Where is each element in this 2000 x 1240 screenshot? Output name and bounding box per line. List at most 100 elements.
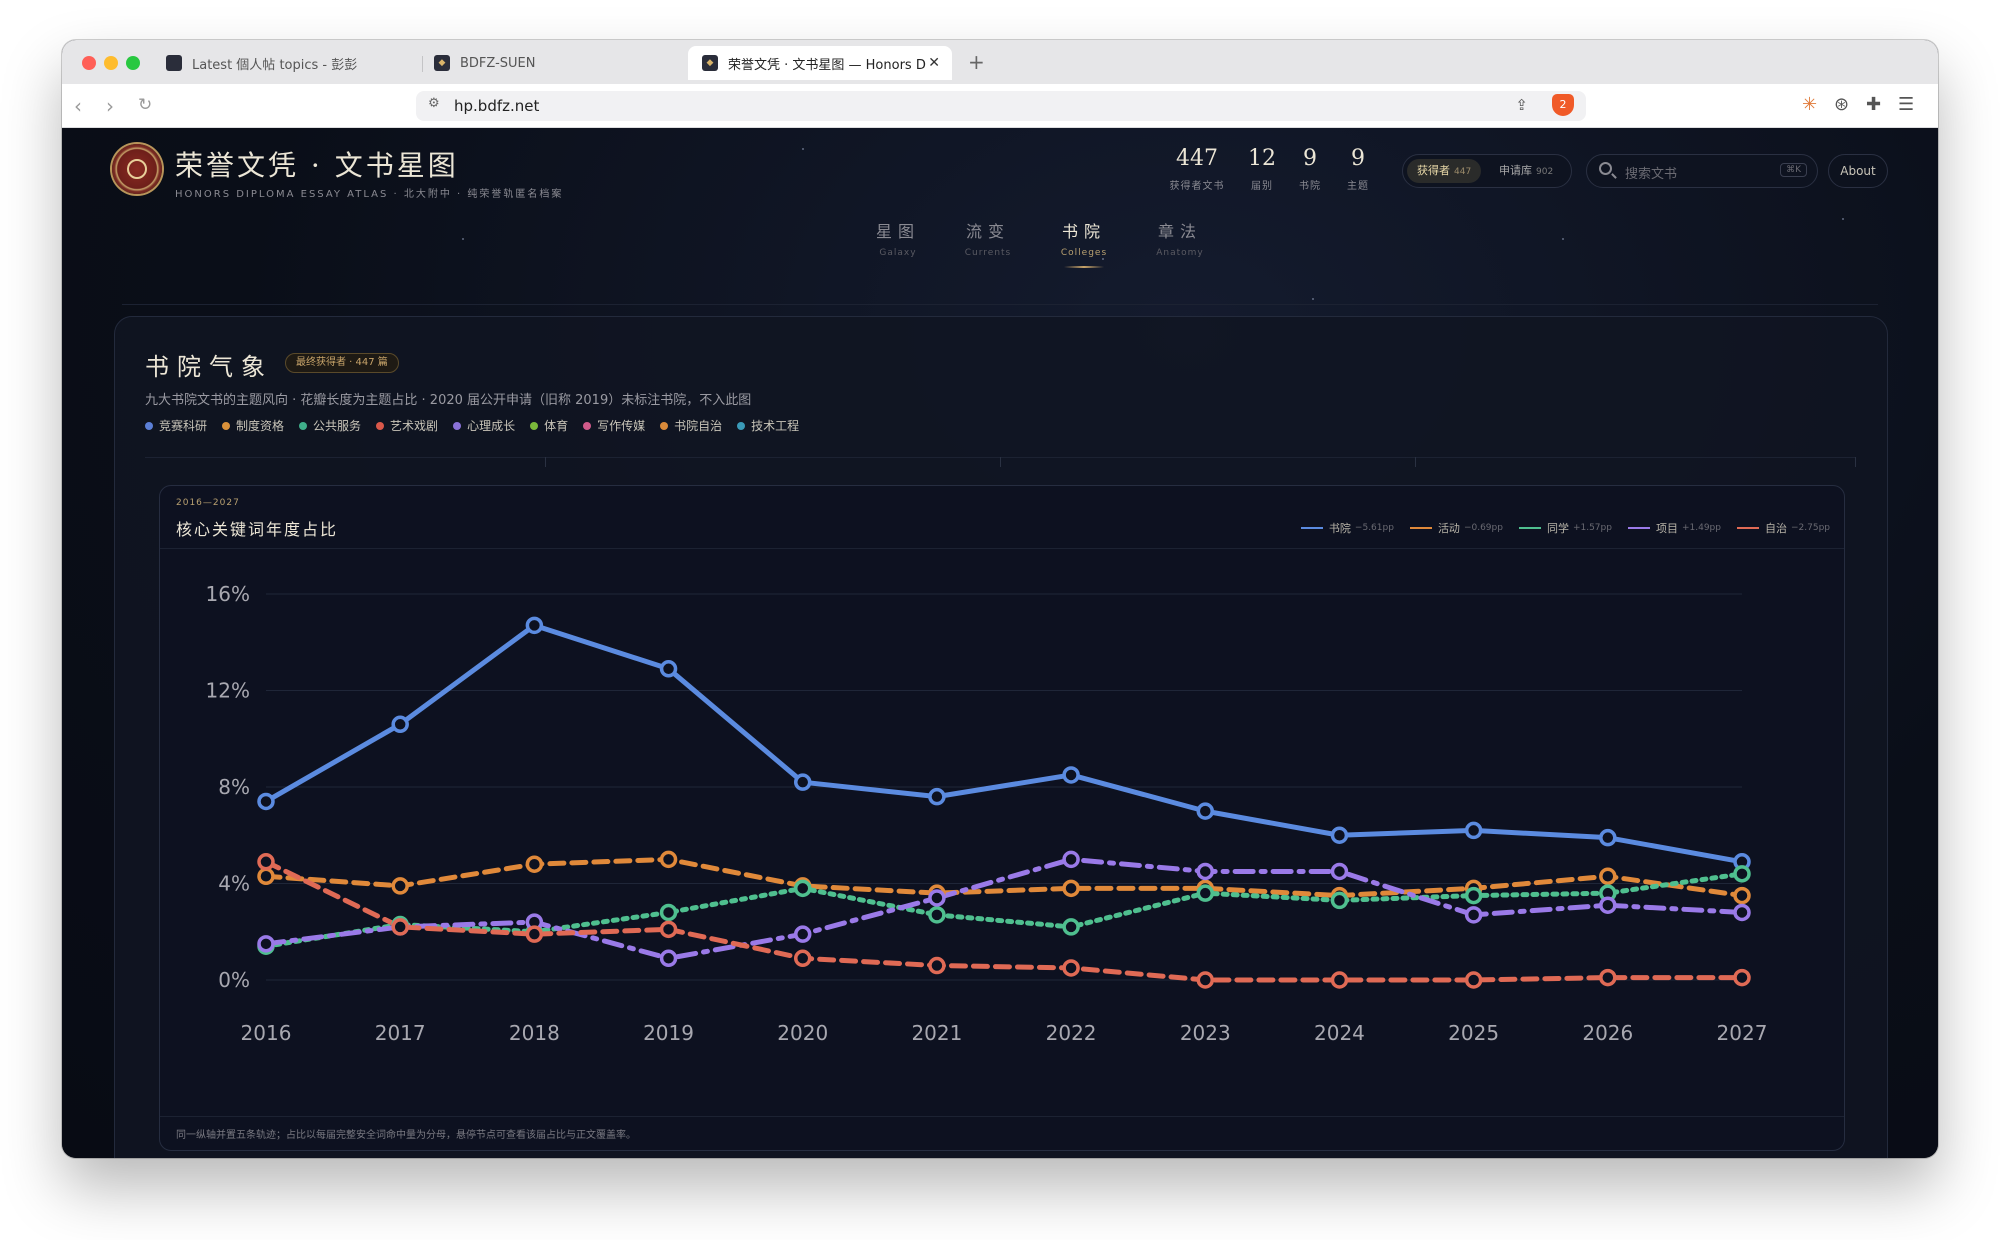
- grid-column-edge: [1415, 457, 1416, 467]
- chart-footer-divider: [160, 1116, 1844, 1117]
- data-point: [928, 906, 946, 924]
- back-icon[interactable]: ‹: [74, 94, 82, 118]
- tab-separator: [422, 56, 423, 72]
- series-name: 活动: [1437, 522, 1460, 535]
- extension-icon[interactable]: ⊛: [1834, 94, 1850, 115]
- category-label: 公共服务: [313, 419, 362, 433]
- x-tick-label: 2017: [375, 1021, 426, 1045]
- chart-footnote: 同一纵轴并置五条轨迹；占比以每届完整安全词命中量为分母，悬停节点可查看该届占比与…: [176, 1130, 636, 1141]
- reload-icon[interactable]: ↻: [138, 95, 153, 115]
- site-subtitle: HONORS DIPLOMA ESSAY ATLAS · 北大附中 · 纯荣誉轨…: [175, 189, 564, 200]
- category-legend-item[interactable]: 体育: [530, 417, 568, 434]
- nav-label: 流变: [965, 222, 1010, 241]
- tab-galaxy[interactable]: 星图 Galaxy: [858, 218, 938, 258]
- data-point: [1196, 802, 1215, 820]
- data-point: [525, 616, 544, 635]
- toggle-label: 申请库: [1499, 164, 1532, 177]
- forward-icon[interactable]: ›: [106, 94, 114, 118]
- leo-icon[interactable]: ✳: [1802, 94, 1818, 115]
- series-legend-item[interactable]: 同学 +1.57pp: [1518, 520, 1612, 536]
- data-point: [1599, 968, 1617, 987]
- tab-latest-topics[interactable]: Latest 個人帖 topics - 彭彭: [166, 46, 424, 80]
- data-point: [1196, 884, 1215, 902]
- data-point: [1733, 968, 1751, 987]
- tab-honors-active[interactable]: ◆ 荣誉文凭 · 文书星图 — Honors D ✕: [688, 46, 952, 80]
- data-point: [928, 787, 946, 806]
- data-point: [1196, 862, 1215, 881]
- data-point: [1062, 850, 1080, 869]
- data-point: [1733, 865, 1751, 883]
- tab-colleges[interactable]: 书院 Colleges: [1044, 218, 1124, 268]
- category-label: 写作传媒: [597, 419, 646, 433]
- category-dot-icon: [660, 421, 669, 430]
- series-legend-item[interactable]: 自治 −2.75pp: [1736, 520, 1830, 536]
- close-window-button[interactable]: [82, 56, 96, 70]
- address-bar[interactable]: ⚙ hp.bdfz.net ⇪ 2: [416, 91, 1586, 121]
- close-tab-icon[interactable]: ✕: [928, 55, 940, 71]
- category-legend-item[interactable]: 公共服务: [299, 417, 361, 434]
- data-point: [257, 867, 275, 886]
- share-icon[interactable]: ⇪: [1515, 96, 1528, 114]
- category-dot-icon: [530, 421, 539, 430]
- series-legend-item[interactable]: 书院 −5.61pp: [1300, 520, 1394, 536]
- toggle-applicants[interactable]: 申请库 902: [1493, 159, 1559, 183]
- series-delta: −5.61pp: [1354, 523, 1394, 533]
- category-legend-item[interactable]: 竞赛科研: [145, 417, 207, 434]
- data-point: [1733, 903, 1751, 922]
- nav-sublabel: Colleges: [1060, 248, 1108, 258]
- stat-label: 书院: [1299, 181, 1321, 192]
- nav-label: 星图: [875, 222, 920, 241]
- data-point: [1062, 766, 1080, 784]
- category-legend-item[interactable]: 技术工程: [737, 417, 799, 434]
- site-settings-icon[interactable]: ⚙: [428, 96, 440, 111]
- series-legend-item[interactable]: 活动 −0.69pp: [1409, 520, 1503, 536]
- y-tick-label: 16%: [206, 582, 250, 606]
- category-legend-item[interactable]: 艺术戏剧: [376, 417, 438, 434]
- brave-shield-icon[interactable]: 2: [1552, 94, 1574, 116]
- grid-column-edge: [545, 457, 546, 467]
- category-label: 心理成长: [467, 419, 516, 433]
- x-tick-label: 2025: [1448, 1021, 1499, 1045]
- category-label: 技术工程: [751, 419, 800, 433]
- data-point: [1599, 867, 1617, 886]
- tab-anatomy[interactable]: 章法 Anatomy: [1140, 218, 1220, 258]
- category-label: 制度资格: [236, 419, 285, 433]
- x-tick-label: 2024: [1314, 1021, 1365, 1045]
- category-dot-icon: [737, 421, 746, 430]
- search-input[interactable]: 搜索文书 ⌘K: [1586, 154, 1818, 188]
- toggle-winners[interactable]: 获得者 447: [1407, 159, 1482, 183]
- data-point: [928, 956, 946, 975]
- category-legend-item[interactable]: 制度资格: [222, 417, 284, 434]
- x-tick-label: 2021: [911, 1021, 962, 1045]
- y-tick-label: 4%: [218, 872, 250, 896]
- minimize-window-button[interactable]: [104, 56, 118, 70]
- x-tick-label: 2016: [241, 1021, 292, 1045]
- puzzle-icon[interactable]: ✚: [1866, 94, 1882, 115]
- x-tick-label: 2026: [1582, 1021, 1633, 1045]
- category-label: 书院自治: [674, 419, 723, 433]
- about-button[interactable]: About: [1828, 154, 1888, 188]
- favicon-icon: ◆: [434, 55, 450, 71]
- category-dot-icon: [145, 421, 153, 430]
- keyword-trend-card: 2016—2027 核心关键词年度占比 书院 −5.61pp 活动 −0.69pp 同学…: [159, 485, 1845, 1151]
- stat-cohorts: 12 届别: [1242, 146, 1282, 192]
- grid-column-edge: [1855, 457, 1856, 467]
- tab-currents[interactable]: 流变 Currents: [948, 218, 1028, 258]
- data-point: [1599, 828, 1617, 847]
- toggle-count: 902: [1536, 167, 1554, 177]
- new-tab-icon[interactable]: +: [968, 50, 985, 74]
- tab-title: BDFZ-SUEN: [460, 55, 536, 71]
- site-logo[interactable]: [112, 144, 162, 194]
- menu-icon[interactable]: ☰: [1898, 94, 1915, 115]
- category-legend-item[interactable]: 心理成长: [453, 417, 515, 434]
- tab-bdfz-suen[interactable]: ◆ BDFZ-SUEN: [434, 46, 692, 80]
- data-point: [525, 855, 544, 873]
- category-legend-item[interactable]: 写作传媒: [583, 417, 645, 434]
- category-legend-item[interactable]: 书院自治: [660, 417, 722, 434]
- x-tick-label: 2020: [777, 1021, 828, 1045]
- data-point: [391, 715, 409, 734]
- zoom-window-button[interactable]: [126, 56, 140, 70]
- grid-column-edge: [1000, 457, 1001, 467]
- series-legend-item[interactable]: 项目 +1.49pp: [1627, 520, 1721, 536]
- category-legend: 竞赛科研 制度资格 公共服务 艺术戏剧 心理成长 体育 写作传媒 书院自治 技术工程: [145, 417, 799, 434]
